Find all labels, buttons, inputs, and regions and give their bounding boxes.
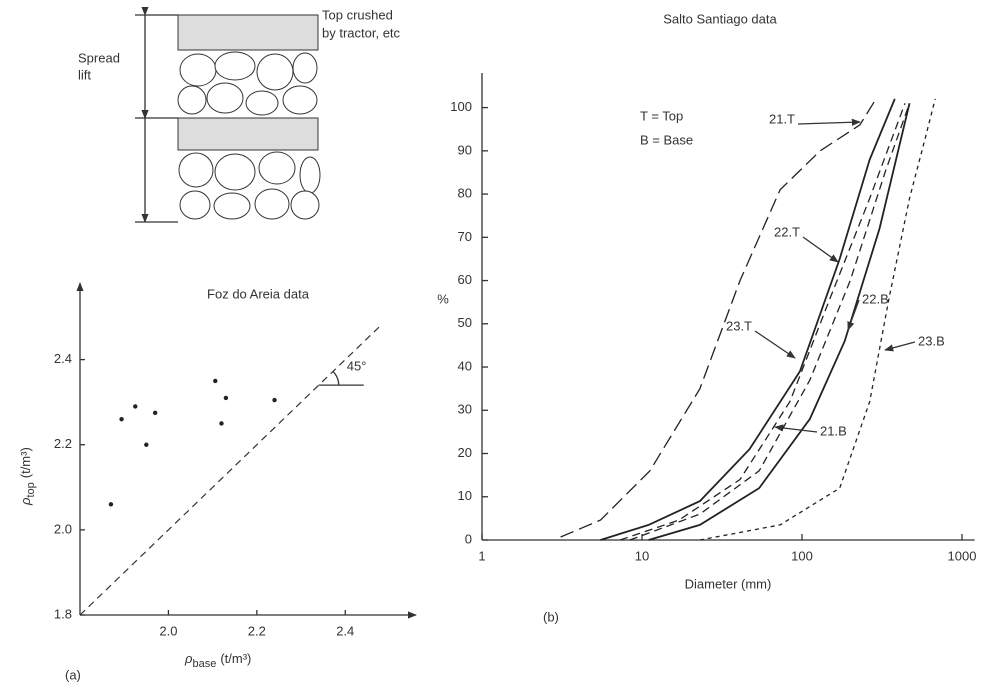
x-tick-label: 2.4 <box>336 623 354 638</box>
point <box>108 502 114 507</box>
y-label-unit: (t/m³) <box>18 447 33 478</box>
y-tick-label: 0 <box>465 531 472 546</box>
y-label-sub: top <box>25 482 37 497</box>
y-tick-label: 30 <box>458 402 472 417</box>
crushed-layer <box>177 14 319 51</box>
angle-arc <box>332 370 340 386</box>
label-arrow <box>884 341 916 352</box>
point <box>219 421 224 426</box>
point <box>133 404 138 409</box>
diagonal-line <box>79 325 382 616</box>
x-tick-label: 2.0 <box>159 623 177 638</box>
point <box>223 395 229 401</box>
x-tick-label: 100 <box>791 548 813 563</box>
x-label: Diameter (mm) <box>685 576 772 591</box>
diagram-label: Top crushed <box>322 7 393 22</box>
annotation: 45° <box>347 359 367 374</box>
y-tick-label: 60 <box>458 272 472 287</box>
y-tick-label: 90 <box>458 142 472 157</box>
x-label-unit: (t/m³) <box>220 651 251 666</box>
diagram-label: by tractor, etc <box>322 25 401 40</box>
y-tick-label: 80 <box>458 186 472 201</box>
series-line <box>600 98 896 541</box>
label-arrow <box>754 330 796 359</box>
y-tick-label: 40 <box>458 358 472 373</box>
series-label: 21.B <box>820 423 847 438</box>
y-label-symbol: ρ <box>18 497 33 506</box>
x-tick-label: 10 <box>635 548 649 563</box>
crushed-layer <box>177 117 319 151</box>
series-line <box>648 103 911 541</box>
y-tick-label: 70 <box>458 229 472 244</box>
y-tick-label: 2.2 <box>54 436 72 451</box>
point <box>119 417 124 422</box>
y-tick-label: 2.0 <box>54 521 72 536</box>
x-tick-label: 2.2 <box>248 623 266 638</box>
x-label-sub: base <box>192 658 216 670</box>
y-label: % <box>437 291 449 306</box>
note: T = Top <box>640 108 683 123</box>
label-arrow <box>774 424 818 433</box>
point <box>272 397 277 403</box>
series-label: 21.T <box>769 111 795 126</box>
series-label: 23.B <box>918 333 945 348</box>
series-label: 23.T <box>726 318 752 333</box>
y-tick-label: 1.8 <box>54 606 72 621</box>
series-line <box>560 98 877 538</box>
y-tick-label: 100 <box>450 99 472 114</box>
series-line <box>629 103 911 541</box>
point <box>152 410 158 416</box>
diagram-label: lift <box>78 67 91 82</box>
panel-label: (b) <box>543 609 559 624</box>
series-label: 22.T <box>774 224 800 239</box>
x-tick-label: 1 <box>478 548 485 563</box>
diagram-label: Spread <box>78 50 120 65</box>
point <box>213 378 218 384</box>
label-arrow <box>802 236 839 263</box>
label-arrow <box>847 299 860 331</box>
chart-title: Foz do Areia data <box>207 286 310 301</box>
layer-diagram: Spread lift Top crushed by tractor, etc <box>78 6 401 223</box>
y-tick-label: 50 <box>458 315 472 330</box>
note: B = Base <box>640 132 693 147</box>
x-label-symbol: ρ <box>184 651 193 666</box>
series-line <box>619 103 906 541</box>
y-label: ρtop (t/m³) <box>18 447 36 506</box>
chart-title: Salto Santiago data <box>663 11 777 26</box>
panel-label: (a) <box>65 667 81 682</box>
series-label: 22.B <box>862 291 889 306</box>
y-tick-label: 20 <box>458 445 472 460</box>
x-label: ρbase (t/m³) <box>184 651 251 669</box>
rocks <box>177 51 321 220</box>
label-arrow <box>797 118 861 126</box>
y-tick-label: 10 <box>458 488 472 503</box>
point <box>144 442 149 447</box>
x-tick-label: 1000 <box>948 548 977 563</box>
y-tick-label: 2.4 <box>54 351 72 366</box>
